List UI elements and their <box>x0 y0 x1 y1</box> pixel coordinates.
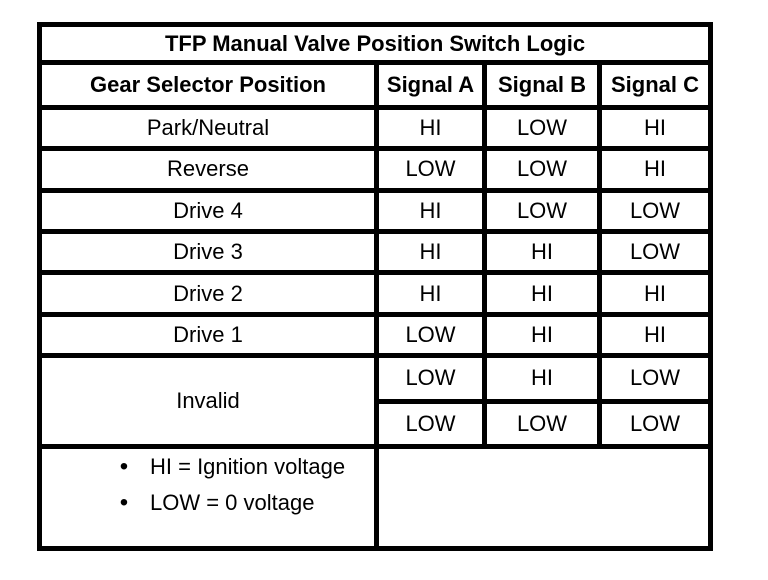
signal-c-cell: HI <box>597 146 713 193</box>
tfp-switch-logic-table: TFP Manual Valve Position Switch Logic G… <box>37 21 713 552</box>
signal-c-cell: HI <box>597 311 713 359</box>
signal-a-cell: HI <box>374 104 487 152</box>
signal-c-cell: LOW <box>597 187 713 234</box>
signal-a-cell: HI <box>374 228 487 276</box>
legend-text-hi: HI = Ignition voltage <box>150 453 346 479</box>
gear-position-cell-invalid: Invalid <box>37 353 379 449</box>
gear-position-cell: Drive 3 <box>37 228 379 276</box>
legend-item-low: • LOW = 0 voltage <box>45 485 372 521</box>
bullet-icon: • <box>119 488 129 516</box>
table-row: Drive 1 LOW HI HI <box>37 311 713 359</box>
gear-position-cell: Reverse <box>37 146 379 193</box>
bullet-icon: • <box>119 452 129 480</box>
table-row-invalid: Invalid LOW HI LOW <box>37 353 713 449</box>
signal-a-cell: LOW <box>374 146 487 193</box>
table-row: Drive 3 HI HI LOW <box>37 228 713 276</box>
signal-a-cell: LOW <box>374 353 487 404</box>
figure-canvas: TFP Manual Valve Position Switch Logic G… <box>37 21 713 552</box>
table-row-invalid: LOW LOW LOW <box>40 398 713 449</box>
column-header-gear-selector-position: Gear Selector Position <box>37 60 379 110</box>
signal-b-cell: HI <box>482 311 602 359</box>
signal-b-cell: LOW <box>482 187 602 234</box>
legend-item-hi: • HI = Ignition voltage <box>45 451 372 484</box>
gear-position-cell: Drive 1 <box>37 311 379 359</box>
gear-position-cell: Drive 2 <box>37 270 379 317</box>
signal-a-cell: HI <box>374 270 487 317</box>
signal-c-cell: HI <box>597 104 713 152</box>
signal-c-cell: LOW <box>597 398 713 449</box>
legend-empty-cell <box>374 443 713 552</box>
table-row: Park/Neutral HI LOW HI <box>37 104 713 152</box>
signal-c-cell: HI <box>597 270 713 317</box>
column-header-signal-a: Signal A <box>374 60 487 110</box>
signal-b-cell: HI <box>482 353 602 404</box>
table-row: Reverse LOW LOW HI <box>37 146 713 193</box>
gear-position-cell: Park/Neutral <box>37 104 379 152</box>
signal-a-cell: LOW <box>374 398 487 449</box>
signal-a-cell: LOW <box>374 311 487 359</box>
signal-c-cell: LOW <box>597 228 713 276</box>
title-row: TFP Manual Valve Position Switch Logic <box>37 21 713 66</box>
column-header-signal-b: Signal B <box>482 60 602 110</box>
signal-b-cell: HI <box>482 270 602 317</box>
legend-text-low: LOW = 0 voltage <box>150 489 315 515</box>
table-row: Drive 4 HI LOW LOW <box>37 187 713 234</box>
signal-c-cell: LOW <box>597 353 713 404</box>
legend-row: • HI = Ignition voltage • LOW = 0 voltag… <box>37 443 713 552</box>
legend-cell: • HI = Ignition voltage • LOW = 0 voltag… <box>37 443 379 552</box>
table-title: TFP Manual Valve Position Switch Logic <box>37 21 713 66</box>
gear-position-cell: Drive 4 <box>37 187 379 234</box>
signal-b-cell: HI <box>482 228 602 276</box>
signal-a-cell: HI <box>374 187 487 234</box>
signal-b-cell: LOW <box>482 398 602 449</box>
signal-b-cell: LOW <box>482 104 602 152</box>
header-row: Gear Selector Position Signal A Signal B… <box>37 60 713 110</box>
column-header-signal-c: Signal C <box>597 60 713 110</box>
table-row: Drive 2 HI HI HI <box>37 270 713 317</box>
signal-b-cell: LOW <box>482 146 602 193</box>
